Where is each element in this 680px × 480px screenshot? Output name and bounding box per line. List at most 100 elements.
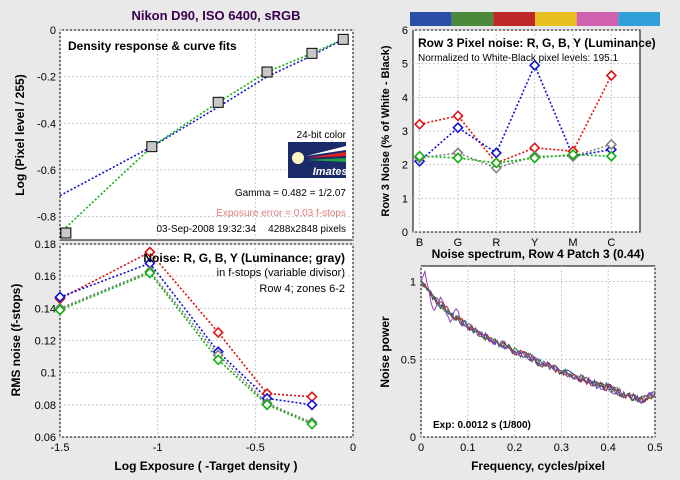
plot-area (420, 265, 656, 438)
y-tick-label: 6 (402, 25, 408, 37)
data-point-marker (337, 33, 349, 45)
x-tick-label: -1 (153, 442, 163, 454)
green-point (529, 152, 541, 164)
noise-spectrum-chart: 0 0.1 0.2 0.3 0.4 0.5 0 0.5 1 Noise spectrum, Ro… (378, 247, 663, 473)
gamma-label: Gamma = 0.482 = 1/2.07 (235, 188, 347, 199)
pixels-label: 4288x2848 pixels (268, 224, 346, 235)
y-tick-label: 1 (402, 193, 408, 205)
y-tick-label: 4 (402, 92, 408, 104)
green-series-line (419, 153, 612, 164)
figure-title: Nikon D90, ISO 6400, sRGB (131, 8, 300, 23)
x-tick-label: -1.5 (51, 442, 70, 454)
x-tick-label: C (607, 237, 615, 249)
date-label: 03-Sep-2008 19:32:34 (156, 224, 256, 235)
x-axis-label: Frequency, cycles/pixel (471, 459, 605, 473)
plot-area (59, 29, 354, 241)
red-point (212, 326, 224, 339)
y-axis-label: Log (Pixel level / 255) (13, 74, 27, 195)
y-tick-label: 0 (402, 227, 408, 239)
red-point (605, 69, 618, 82)
y-axis-label: Noise power (378, 316, 392, 388)
x-tick-label: 0.4 (601, 442, 616, 454)
x-tick-label: B (416, 237, 423, 249)
green-point (261, 399, 273, 411)
blue-point (306, 399, 318, 411)
spectrum-line (420, 279, 656, 403)
color-patch (576, 12, 619, 26)
y-tick-label: 5 (402, 59, 408, 71)
y-tick-label: 0.08 (35, 400, 56, 412)
green-point (306, 418, 318, 430)
blue-point (529, 59, 541, 71)
green-point (567, 148, 579, 161)
red-point (452, 110, 464, 122)
data-point-marker (60, 227, 72, 239)
y-tick-label: 0.14 (35, 303, 56, 315)
chart-title: Row 3 Pixel noise: R, G, B, Y (Luminance… (418, 36, 656, 50)
x-tick-label: 0.2 (507, 442, 522, 454)
y-tick-label: 0.1 (41, 368, 56, 380)
green-point (144, 267, 156, 279)
chart-title: Noise spectrum, Row 4 Patch 3 (0.44) (432, 247, 645, 261)
y-axis-label: RMS noise (f-stops) (9, 284, 23, 397)
chart-title: Noise: R, G, B, Y (Luminance; gray) (143, 251, 345, 265)
x-tick-label: 0 (350, 442, 356, 454)
green-point (452, 152, 464, 164)
red-point (413, 118, 426, 130)
y-tick-label: -0.6 (37, 165, 56, 177)
y-tick-label: 0.18 (35, 239, 56, 251)
x-tick-label: R (492, 237, 500, 249)
logo-caption: 24-bit color (297, 130, 347, 141)
rms-noise-chart: -1.5 -1 -0.5 0 0.06 0.08 0.1 0.12 0.14 0.16 0.18 N… (9, 239, 356, 473)
x-tick-label: 0.5 (647, 442, 662, 454)
chart-subtitle-2: Row 4; zones 6-2 (259, 283, 345, 295)
chart-title: Density response & curve fits (68, 39, 237, 53)
y-tick-label: -0.8 (37, 212, 56, 224)
green-series-line (59, 271, 313, 425)
y-tick-label: 0.5 (401, 354, 416, 366)
logo-word: Imatest (313, 166, 353, 178)
color-patch-bar (410, 12, 660, 26)
x-tick-label: 0.3 (554, 442, 569, 454)
x-tick-label: M (568, 237, 577, 249)
x-tick-label: Y (531, 237, 539, 249)
data-point-marker (261, 66, 273, 78)
green-point (212, 354, 224, 366)
green-point (54, 304, 66, 316)
y-tick-label: -0.4 (37, 118, 56, 130)
x-tick-label: G (454, 237, 463, 249)
chart-subtitle: Normalized to White-Black pixel levels: … (418, 53, 619, 64)
red-series-line (419, 75, 613, 164)
exposure-error-label: Exposure error = 0.03 f-stops (216, 208, 346, 219)
data-point-marker (212, 96, 224, 108)
red-point (144, 246, 156, 258)
x-tick-label: -0.5 (246, 442, 265, 454)
gray-point (605, 138, 618, 151)
y-tick-label: 0 (50, 25, 56, 37)
red-series-line (59, 251, 313, 398)
y-tick-label: 1 (410, 277, 416, 289)
blue-point (54, 291, 66, 303)
exposure-annotation: Exp: 0.0012 s (1/800) (433, 420, 531, 431)
y-axis-label: Row 3 Noise (% of White - Black) (380, 45, 392, 216)
blue-point (452, 122, 464, 134)
x-axis-label: Log Exposure ( -Target density ) (114, 459, 297, 473)
x-tick-label: 0 (418, 442, 424, 454)
y-tick-label: 0 (410, 432, 416, 444)
green-point (413, 150, 426, 162)
y-tick-label: 3 (402, 126, 408, 138)
imatest-logo: Imatest (288, 142, 353, 178)
color-patch (410, 12, 452, 26)
color-patch (618, 12, 660, 26)
chart-subtitle-1: in f-stops (variable divisor) (217, 267, 345, 279)
y-tick-label: -0.2 (37, 72, 56, 84)
data-point-marker (146, 141, 158, 153)
data-point-marker (306, 47, 318, 59)
y-tick-label: 0.06 (35, 432, 56, 444)
color-patch (451, 12, 494, 26)
green-point (605, 150, 618, 162)
color-patch (535, 12, 577, 26)
x-tick-label: 0.1 (460, 442, 475, 454)
y-tick-label: 0.12 (35, 336, 56, 348)
